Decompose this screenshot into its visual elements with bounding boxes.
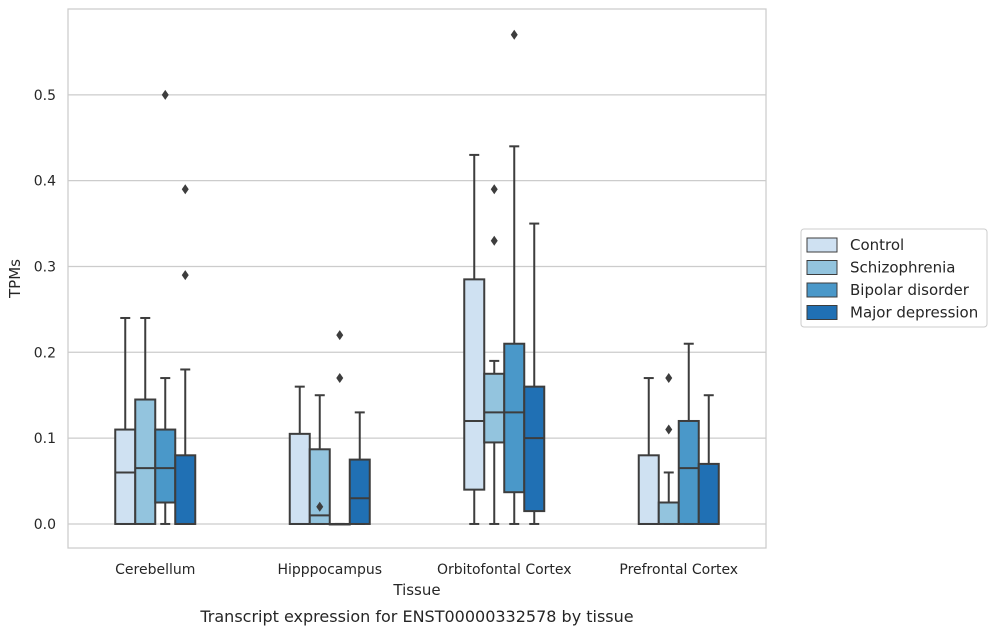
box-major-depression (523, 222, 546, 525)
y-tick-label: 0.5 (34, 88, 56, 104)
x-tick-label: Hipppocampus (277, 562, 382, 578)
box-control (637, 377, 660, 525)
box-body (503, 342, 526, 494)
outlier-point (490, 235, 498, 246)
box-body (114, 428, 137, 525)
box-schizophrenia (134, 316, 157, 525)
y-tick-labels: 0.0 0.1 0.2 0.3 0.4 0.5 (34, 88, 56, 533)
box-body (288, 432, 311, 525)
box-body (677, 419, 700, 525)
box-control (114, 316, 137, 525)
x-tick-label: Prefrontal Cortex (619, 562, 738, 578)
box-body (348, 458, 371, 525)
legend-swatch (806, 305, 838, 320)
legend-swatch (806, 282, 838, 298)
y-tick-label: 0.2 (34, 345, 56, 361)
box-schizophrenia (483, 184, 506, 525)
box-schizophrenia (657, 373, 680, 525)
plot-frame (67, 8, 767, 549)
box-body (523, 385, 546, 513)
box-bipolar-disorder (328, 330, 351, 526)
box-body (134, 398, 157, 525)
legend-label: Schizophrenia (850, 259, 955, 277)
legend-swatch (806, 237, 838, 253)
box-bipolar-disorder (154, 89, 177, 525)
outlier-point (665, 424, 673, 435)
box-bipolar-disorder (677, 342, 700, 525)
box-body (483, 372, 506, 444)
outlier-point (490, 184, 498, 195)
x-axis-label: Tissue (392, 581, 440, 599)
outlier-point (161, 89, 169, 100)
outlier-point (336, 330, 344, 341)
outlier-point (336, 373, 344, 384)
box-body (463, 278, 486, 491)
chart-caption: Transcript expression for ENST0000033257… (199, 607, 633, 626)
box-major-depression (348, 411, 371, 525)
legend-label: Bipolar disorder (850, 281, 970, 299)
box-major-depression (697, 394, 720, 525)
outlier-point (316, 501, 324, 512)
y-tick-label: 0.1 (34, 431, 56, 447)
outlier-point (665, 373, 673, 384)
box-body (174, 454, 197, 525)
box-body (657, 501, 680, 525)
box-control (288, 385, 311, 525)
legend-swatch (806, 260, 838, 275)
y-tick-label: 0.4 (34, 174, 56, 190)
y-tick-label: 0.0 (34, 517, 56, 533)
box-bipolar-disorder (503, 29, 526, 525)
y-tick-label: 0.3 (34, 259, 56, 275)
legend-label: Major depression (850, 304, 978, 322)
boxes (114, 29, 720, 526)
y-axis-label: TPMs (6, 259, 24, 299)
x-tick-labels: Cerebellum Hipppocampus Orbitofontal Corte… (115, 562, 738, 578)
box-body (697, 462, 720, 525)
box-major-depression (174, 184, 197, 525)
box-body (637, 454, 660, 525)
outlier-point (510, 29, 518, 40)
legend-frame (800, 228, 988, 328)
x-tick-label: Orbitofontal Cortex (437, 562, 572, 578)
box-body (154, 428, 177, 504)
box-schizophrenia (308, 394, 331, 525)
legend: Control Schizophrenia Bipolar disorder Majo… (800, 228, 988, 328)
legend-label: Control (850, 236, 904, 254)
box-control (463, 153, 486, 525)
box-body (308, 448, 331, 525)
outlier-point (181, 270, 189, 281)
outlier-point (181, 184, 189, 195)
x-tick-label: Cerebellum (115, 562, 195, 578)
